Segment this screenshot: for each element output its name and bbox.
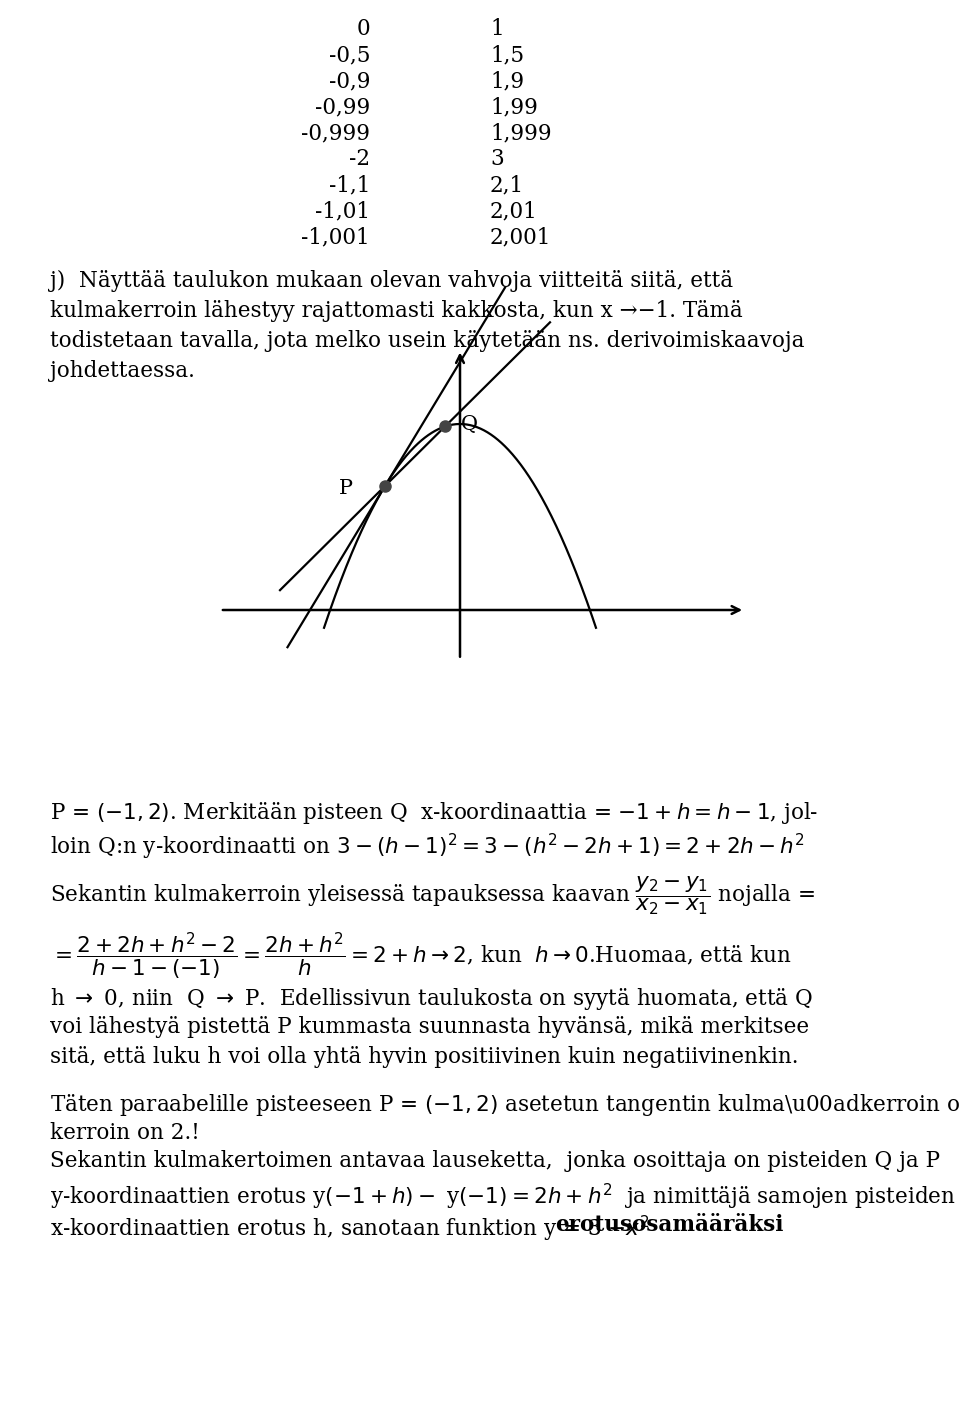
Text: Täten paraabelille pisteeseen P = $(-1, 2)$ asetetun tangentin kulma\u00adkerroi: Täten paraabelille pisteeseen P = $(-1, …: [50, 1092, 960, 1117]
Text: -0,5: -0,5: [328, 44, 370, 67]
Text: -1,1: -1,1: [328, 174, 370, 196]
Text: 2,1: 2,1: [490, 174, 524, 196]
Text: -0,9: -0,9: [328, 69, 370, 92]
Text: 2,01: 2,01: [490, 200, 538, 223]
Text: 1,5: 1,5: [490, 44, 524, 67]
Text: x-koordinaattien erotus h, sanotaan funktion y = 3 $- x^2$: x-koordinaattien erotus h, sanotaan funk…: [50, 1214, 659, 1244]
Text: 1,9: 1,9: [490, 69, 524, 92]
Text: kulmakerroin lähestyy rajattomasti kakkosta, kun x →−1. Tämä: kulmakerroin lähestyy rajattomasti kakko…: [50, 301, 743, 322]
Text: johdettaessa.: johdettaessa.: [50, 360, 195, 381]
Text: 2,001: 2,001: [490, 225, 551, 248]
Text: voi lähestyä pistettä P kummasta suunnasta hyvänsä, mikä merkitsee: voi lähestyä pistettä P kummasta suunnas…: [50, 1017, 809, 1038]
Text: 1,99: 1,99: [490, 96, 538, 118]
Text: Sekantin kulmakertoimen antavaa lauseketta,  jonka osoittaja on pisteiden Q ja P: Sekantin kulmakertoimen antavaa lauseket…: [50, 1150, 940, 1173]
Text: h $\rightarrow$ 0, niin  Q $\rightarrow$ P.  Edellissivun taulukosta on syytä hu: h $\rightarrow$ 0, niin Q $\rightarrow$ …: [50, 986, 813, 1012]
Text: 0: 0: [356, 18, 370, 40]
Text: -1,001: -1,001: [301, 225, 370, 248]
Text: erotusosamääräksi: erotusosamääräksi: [555, 1214, 783, 1236]
Text: kerroin on 2.!: kerroin on 2.!: [50, 1122, 200, 1144]
Text: y-koordinaattien erotus y$(-1 + h) -$ y$(-1) = 2h + h^2$  ja nimittäjä samojen p: y-koordinaattien erotus y$(-1 + h) -$ y$…: [50, 1183, 956, 1212]
Text: Q: Q: [461, 415, 478, 434]
Text: 1,999: 1,999: [490, 122, 552, 145]
Text: 1: 1: [490, 18, 504, 40]
Text: $= \dfrac{2 + 2h + h^2 - 2}{h - 1 - (-1)} = \dfrac{2h + h^2}{h} = 2 + h \rightar: $= \dfrac{2 + 2h + h^2 - 2}{h - 1 - (-1)…: [50, 930, 792, 981]
Text: Sekantin kulmakerroin yleisessä tapauksessa kaavan $\dfrac{y_2 - y_1}{x_2 - x_1}: Sekantin kulmakerroin yleisessä tapaukse…: [50, 875, 815, 917]
Text: todistetaan tavalla, jota melko usein käytetään ns. derivoimiskaavoja: todistetaan tavalla, jota melko usein kä…: [50, 330, 804, 352]
Text: loin Q:n y-koordinaatti on $3 - (h - 1)^2 = 3 - (h^2 - 2h + 1) = 2 + 2h - h^2$: loin Q:n y-koordinaatti on $3 - (h - 1)^…: [50, 832, 805, 862]
Text: P = $(-1,2)$. Merkitään pisteen Q  x-koordinaattia = $-1 + h = h - 1$, jol-: P = $(-1,2)$. Merkitään pisteen Q x-koor…: [50, 800, 818, 827]
Text: -2: -2: [348, 147, 370, 170]
Text: j)  Näyttää taulukon mukaan olevan vahvoja viitteitä siitä, että: j) Näyttää taulukon mukaan olevan vahvoj…: [50, 269, 733, 292]
Text: P: P: [339, 478, 353, 498]
Text: -0,99: -0,99: [315, 96, 370, 118]
Text: sitä, että luku h voi olla yhtä hyvin positiivinen kuin negatiivinenkin.: sitä, että luku h voi olla yhtä hyvin po…: [50, 1046, 799, 1068]
Text: -0,999: -0,999: [301, 122, 370, 145]
Text: -1,01: -1,01: [315, 200, 370, 223]
Text: 3: 3: [490, 147, 504, 170]
